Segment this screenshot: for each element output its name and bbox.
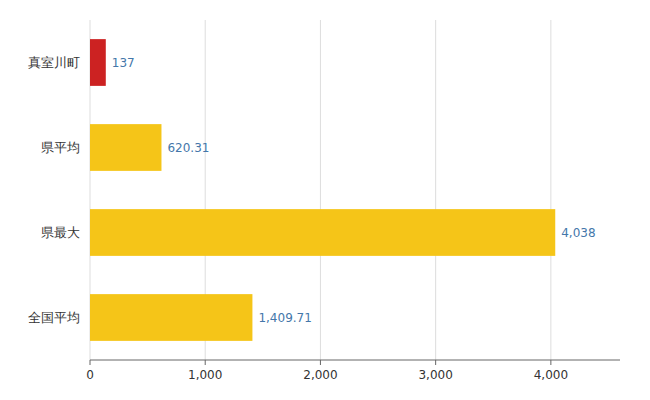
axis-line <box>90 360 620 361</box>
data-label: 4,038 <box>561 226 595 240</box>
data-label: 620.31 <box>167 141 209 155</box>
tick-label: 4,000 <box>534 368 568 382</box>
bar <box>90 39 106 86</box>
data-label: 137 <box>112 56 135 70</box>
bar <box>90 209 555 256</box>
category-label: 全国平均 <box>28 310 80 325</box>
data-label: 1,409.71 <box>258 311 311 325</box>
y-axis: 真室川町県平均県最大全国平均 <box>28 55 80 325</box>
tick-mark <box>435 360 436 365</box>
data-labels: 137 620.31 4,038 1,409.71 <box>112 56 596 325</box>
tick-label: 3,000 <box>418 368 452 382</box>
category-label: 真室川町 <box>28 55 80 70</box>
bar <box>90 124 161 171</box>
chart: 0 1,000 2,000 3,000 4,000 137 620.31 4,038 1,409… <box>0 0 650 400</box>
grid <box>90 20 551 360</box>
grid-line <box>550 20 551 360</box>
tick-mark <box>90 360 91 365</box>
tick-label: 0 <box>86 368 94 382</box>
bars <box>90 39 555 341</box>
category-label: 県最大 <box>41 225 80 240</box>
tick-label: 1,000 <box>188 368 222 382</box>
x-axis: 0 1,000 2,000 3,000 4,000 <box>86 360 620 382</box>
tick-mark <box>550 360 551 365</box>
tick-mark <box>205 360 206 365</box>
grid-line <box>435 20 436 360</box>
bar <box>90 294 252 341</box>
tick-mark <box>320 360 321 365</box>
grid-line <box>320 20 321 360</box>
category-label: 県平均 <box>41 140 80 155</box>
tick-label: 2,000 <box>303 368 337 382</box>
